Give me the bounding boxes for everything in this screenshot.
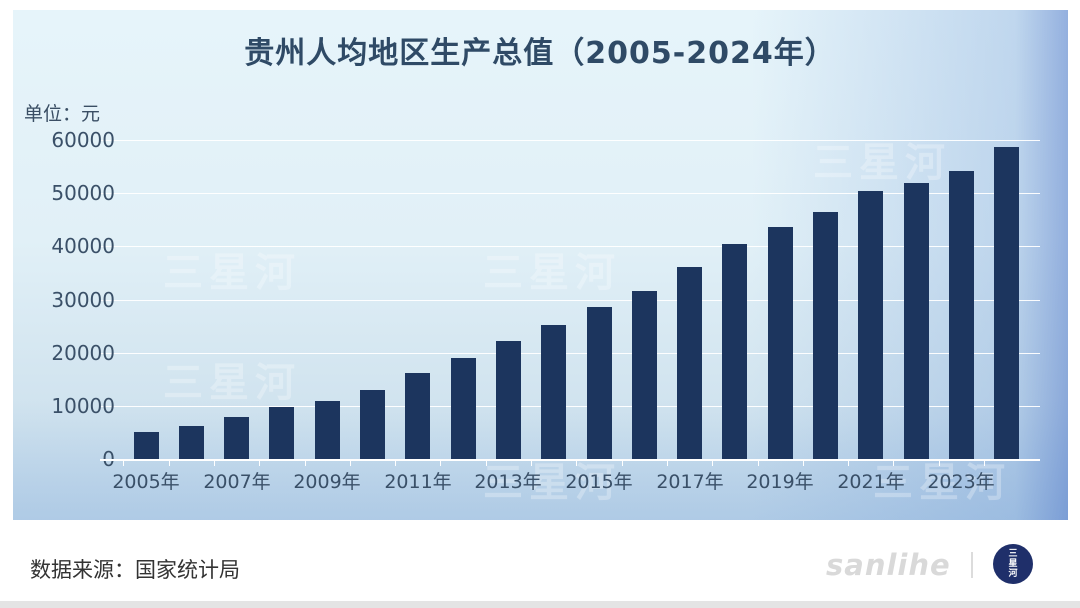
bar-2012年 [451,358,476,459]
y-tick-label: 10000 [51,394,115,418]
bar-2020年 [813,212,838,459]
x-tick [576,460,577,466]
x-tick [123,460,124,466]
unit-label: 单位：元 [24,103,101,125]
bar-2016年 [632,291,657,459]
x-tick [893,460,894,466]
data-source: 数据来源：国家统计局 [30,558,240,582]
watermark: 三星河 [163,360,301,406]
brand-logo-icon: 三 星 河 [993,544,1033,584]
x-tick [305,460,306,466]
y-tick-label: 40000 [51,234,115,258]
x-tick-label: 2015年 [565,471,633,493]
y-tick-label: 20000 [51,341,115,365]
bar-2013年 [496,341,521,459]
x-tick-label: 2013年 [474,471,542,493]
bottom-rule [0,601,1080,608]
bar-2011年 [405,373,430,459]
bar-2014年 [541,325,566,459]
bar-2018年 [722,244,747,459]
x-tick [486,460,487,466]
y-tick-label: 60000 [51,128,115,152]
bar-2019年 [768,227,793,459]
x-tick-label: 2005年 [112,471,180,493]
x-tick [803,460,804,466]
x-tick-label: 2023年 [927,471,995,493]
x-tick [350,460,351,466]
x-tick-label: 2007年 [203,471,271,493]
bar-2024年 [994,147,1019,459]
x-tick [169,460,170,466]
bar-2017年 [677,267,702,459]
x-tick-label: 2011年 [384,471,452,493]
y-tick-label: 50000 [51,181,115,205]
x-tick [667,460,668,466]
bar-2015年 [587,307,612,459]
x-tick-label: 2017年 [656,471,724,493]
watermark: 三星河 [813,140,951,186]
bar-2005年 [134,432,159,459]
x-tick [440,460,441,466]
x-tick-label: 2019年 [746,471,814,493]
bar-2006年 [179,426,204,459]
gridline [100,193,1040,194]
gridline [100,406,1040,407]
x-axis-line [100,459,1040,461]
gridline [100,353,1040,354]
x-tick [395,460,396,466]
x-tick [984,460,985,466]
bar-2008年 [269,407,294,459]
x-tick [214,460,215,466]
brand-wordmark: sanlihe [826,548,951,582]
x-tick [622,460,623,466]
x-tick [758,460,759,466]
brand-divider [971,552,973,578]
y-tick-label: 30000 [51,288,115,312]
x-tick [939,460,940,466]
bar-2022年 [904,183,929,459]
gridline [100,140,1040,141]
x-tick [531,460,532,466]
x-tick [848,460,849,466]
bar-2021年 [858,191,883,459]
chart-title: 贵州人均地区生产总值（2005-2024年） [244,36,836,71]
gridline [100,300,1040,301]
x-tick-label: 2021年 [837,471,905,493]
bar-2009年 [315,401,340,459]
x-tick-label: 2009年 [293,471,361,493]
bar-2023年 [949,171,974,459]
x-tick [712,460,713,466]
gridline [100,246,1040,247]
watermark: 三星河 [163,250,301,296]
bar-2007年 [224,417,249,459]
bar-2010年 [360,390,385,459]
watermark: 三星河 [483,250,621,296]
x-tick [259,460,260,466]
